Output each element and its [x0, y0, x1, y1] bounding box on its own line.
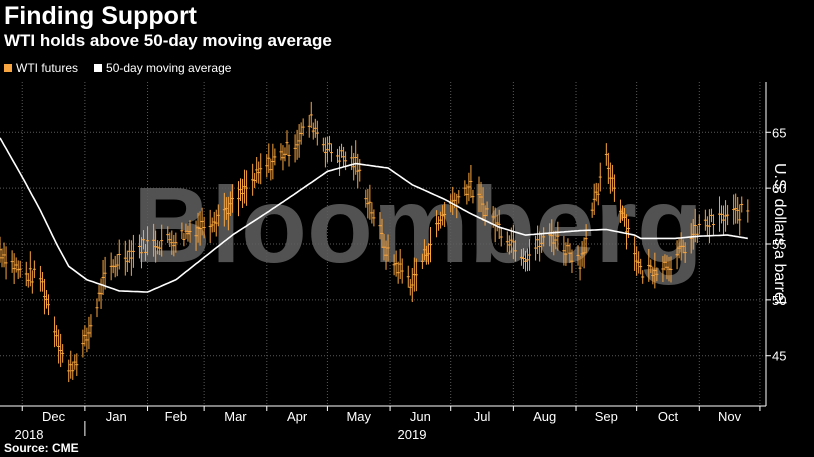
- x-tick-label: Oct: [658, 409, 679, 424]
- x-tick-label: May: [346, 409, 371, 424]
- legend-label-ma: 50-day moving average: [106, 61, 232, 75]
- legend-swatch-wti: [4, 64, 12, 72]
- legend-item-ma: 50-day moving average: [94, 61, 231, 75]
- y-axis-label: U.S. dollars a barrel: [771, 163, 788, 305]
- x-tick-label: Feb: [165, 409, 187, 424]
- moving-average-line: [0, 137, 748, 293]
- y-tick-label: 60: [772, 181, 786, 196]
- axes: Dec Jan Feb Mar Apr May Jun Jul Aug Sep Oct Nov 2018…: [0, 82, 786, 442]
- source-note: Source: CME: [4, 441, 79, 455]
- legend: WTI futures 50-day moving average: [4, 61, 231, 75]
- series-lines: [0, 121, 748, 373]
- y-tick-label: 55: [772, 237, 786, 252]
- x-tick-label: Aug: [533, 409, 556, 424]
- x-tick-label: Dec: [42, 409, 66, 424]
- chart-subtitle: WTI holds above 50-day moving average: [4, 31, 332, 50]
- y-tick-label: 50: [772, 293, 786, 308]
- legend-item-wti: WTI futures: [4, 61, 78, 75]
- y-tick-label: 45: [772, 349, 786, 364]
- legend-swatch-ma: [94, 64, 103, 72]
- legend-label-wti: WTI futures: [16, 61, 79, 75]
- x-tick-label: Jun: [410, 409, 431, 424]
- wti-bars: [0, 101, 750, 383]
- x-tick-label: Sep: [595, 409, 618, 424]
- x-tick-label: Mar: [224, 409, 247, 424]
- x-tick-label: Jan: [106, 409, 127, 424]
- y-tick-label: 65: [772, 125, 786, 140]
- x-tick-label: Nov: [718, 409, 742, 424]
- x-year-label: 2019: [398, 427, 427, 442]
- chart-title: Finding Support: [4, 2, 198, 30]
- x-tick-label: Jul: [474, 409, 491, 424]
- x-tick-label: Apr: [287, 409, 308, 424]
- x-year-label: 2018: [15, 427, 44, 442]
